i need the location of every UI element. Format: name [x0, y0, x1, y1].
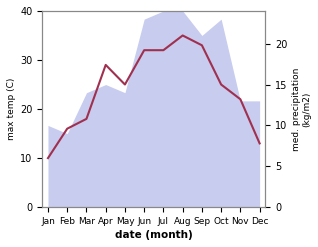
X-axis label: date (month): date (month): [115, 230, 193, 240]
Y-axis label: max temp (C): max temp (C): [7, 78, 16, 140]
Y-axis label: med. precipitation
(kg/m2): med. precipitation (kg/m2): [292, 67, 311, 151]
